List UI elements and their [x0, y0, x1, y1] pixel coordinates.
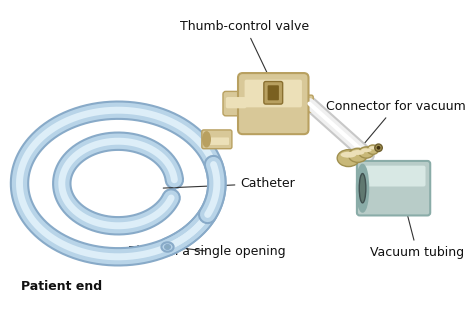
FancyBboxPatch shape: [298, 95, 313, 112]
FancyBboxPatch shape: [264, 82, 283, 104]
Ellipse shape: [359, 173, 366, 203]
FancyBboxPatch shape: [226, 97, 246, 108]
Ellipse shape: [337, 150, 360, 167]
Ellipse shape: [420, 166, 429, 211]
Text: Connector for vacuum: Connector for vacuum: [326, 100, 465, 151]
Ellipse shape: [359, 147, 374, 158]
Ellipse shape: [367, 145, 379, 154]
Ellipse shape: [162, 242, 173, 252]
FancyBboxPatch shape: [268, 85, 279, 100]
Text: Catheter: Catheter: [163, 177, 295, 190]
Ellipse shape: [377, 146, 381, 150]
Text: Patient end: Patient end: [21, 280, 102, 293]
Ellipse shape: [340, 152, 356, 158]
FancyBboxPatch shape: [238, 73, 309, 134]
Ellipse shape: [203, 132, 210, 147]
FancyBboxPatch shape: [223, 92, 249, 116]
Ellipse shape: [369, 146, 377, 149]
Text: Thumb-control valve: Thumb-control valve: [181, 20, 310, 73]
Ellipse shape: [357, 165, 368, 212]
Ellipse shape: [361, 148, 372, 152]
Ellipse shape: [348, 148, 367, 162]
FancyBboxPatch shape: [245, 80, 302, 108]
Ellipse shape: [351, 150, 365, 155]
FancyBboxPatch shape: [357, 161, 430, 215]
Ellipse shape: [375, 144, 383, 152]
FancyBboxPatch shape: [205, 138, 229, 145]
FancyBboxPatch shape: [362, 166, 426, 187]
Text: Vacuum tubing: Vacuum tubing: [370, 200, 464, 259]
Ellipse shape: [164, 244, 170, 249]
FancyBboxPatch shape: [202, 130, 232, 149]
Text: Tip with a single opening: Tip with a single opening: [129, 245, 286, 258]
